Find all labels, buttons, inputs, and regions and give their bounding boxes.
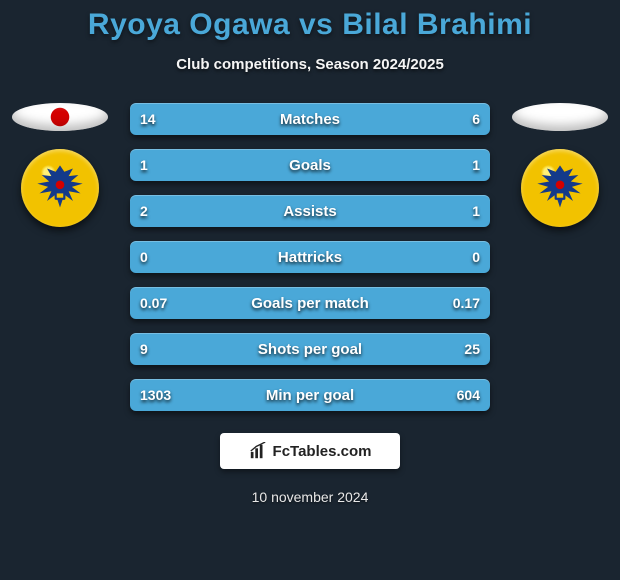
stat-row-hattricks: 0 Hattricks 0 (130, 241, 490, 273)
club-crest-left (21, 149, 99, 227)
page-title: Ryoya Ogawa vs Bilal Brahimi (88, 8, 532, 42)
stat-bars: 14 Matches 6 1 Goals 1 2 Assists 1 0 Hat… (130, 103, 490, 411)
stat-left-value: 14 (130, 103, 166, 135)
stat-right-value: 1 (462, 195, 490, 227)
player-right-column (510, 103, 610, 227)
season-subtitle: Club competitions, Season 2024/2025 (176, 56, 444, 73)
stat-left-value: 9 (130, 333, 158, 365)
stat-label: Assists (130, 195, 490, 227)
stat-row-min-per-goal: 1303 Min per goal 604 (130, 379, 490, 411)
stat-right-value: 1 (462, 149, 490, 181)
stat-right-value: 25 (454, 333, 490, 365)
barchart-icon (249, 442, 267, 460)
crest-eagle-icon (533, 161, 587, 215)
stat-row-goals-per-match: 0.07 Goals per match 0.17 (130, 287, 490, 319)
stat-left-value: 1 (130, 149, 158, 181)
stat-right-value: 0 (462, 241, 490, 273)
stat-label: Shots per goal (130, 333, 490, 365)
stat-left-value: 1303 (130, 379, 181, 411)
stat-label: Matches (130, 103, 490, 135)
stat-row-shots-per-goal: 9 Shots per goal 25 (130, 333, 490, 365)
brand-label: FcTables.com (273, 443, 372, 460)
comparison-card: Ryoya Ogawa vs Bilal Brahimi Club compet… (0, 0, 620, 580)
stat-label: Goals (130, 149, 490, 181)
crest-eagle-icon (33, 161, 87, 215)
stat-left-value: 0.07 (130, 287, 177, 319)
club-crest-right (521, 149, 599, 227)
player-left-column (10, 103, 110, 227)
stat-label: Min per goal (130, 379, 490, 411)
stat-right-value: 6 (462, 103, 490, 135)
stat-row-matches: 14 Matches 6 (130, 103, 490, 135)
fctables-link[interactable]: FcTables.com (220, 433, 400, 469)
stat-row-assists: 2 Assists 1 (130, 195, 490, 227)
stat-left-value: 2 (130, 195, 158, 227)
stat-row-goals: 1 Goals 1 (130, 149, 490, 181)
stat-right-value: 0.17 (443, 287, 490, 319)
stat-left-value: 0 (130, 241, 158, 273)
flag-algeria-icon (512, 103, 608, 131)
stat-label: Hattricks (130, 241, 490, 273)
stat-label: Goals per match (130, 287, 490, 319)
stats-area: 14 Matches 6 1 Goals 1 2 Assists 1 0 Hat… (0, 103, 620, 411)
date-label: 10 november 2024 (252, 489, 369, 505)
stat-right-value: 604 (447, 379, 490, 411)
flag-japan-icon (12, 103, 108, 131)
